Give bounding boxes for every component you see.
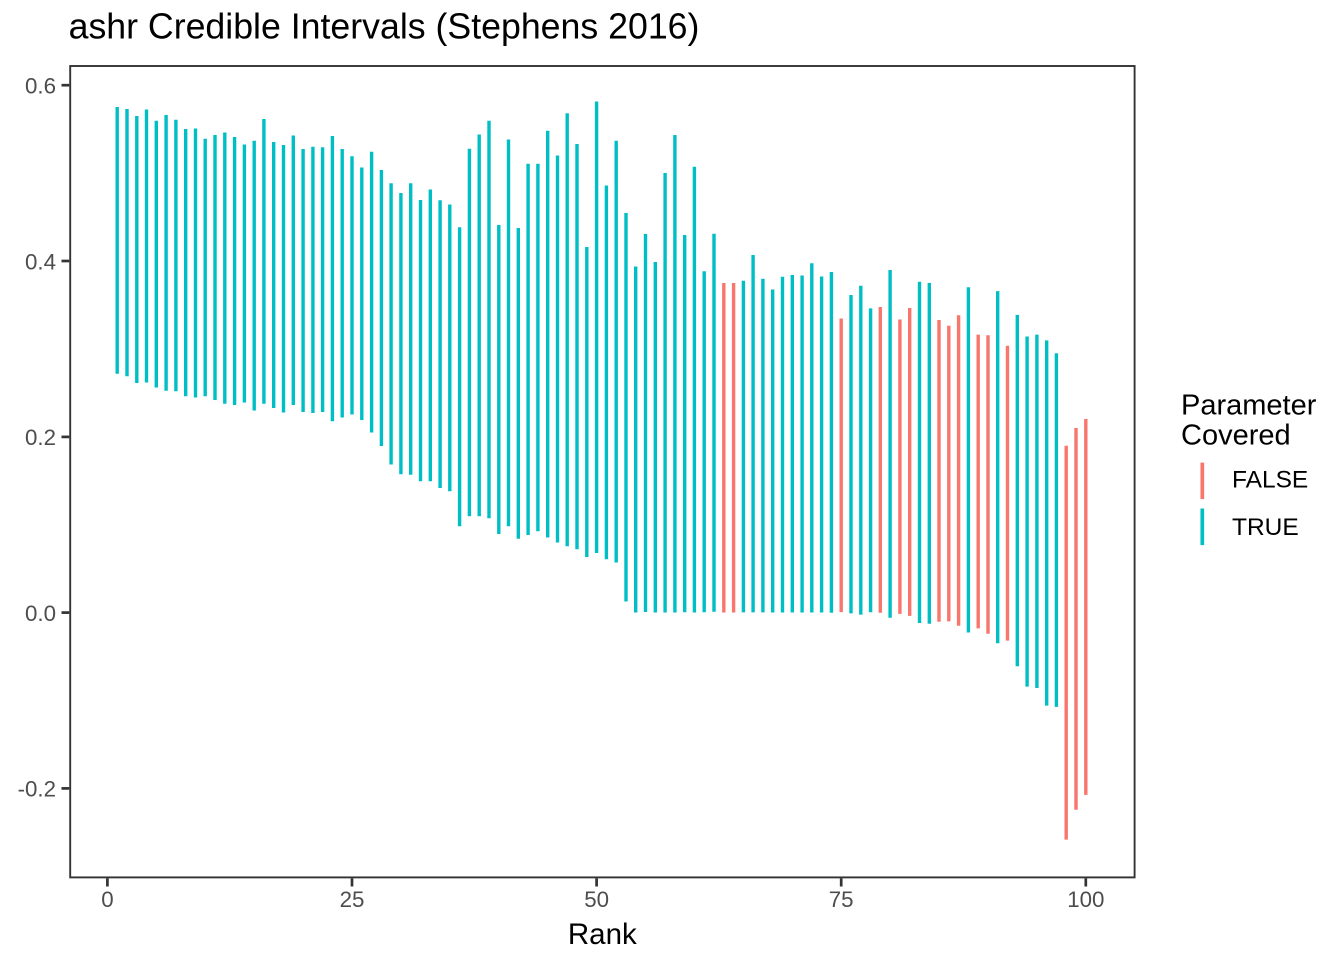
svg-text:0.2: 0.2 <box>25 425 56 450</box>
svg-text:Covered: Covered <box>1181 420 1291 452</box>
svg-text:25: 25 <box>340 887 365 912</box>
svg-text:TRUE: TRUE <box>1232 514 1299 541</box>
svg-text:0.0: 0.0 <box>25 601 56 626</box>
svg-text:75: 75 <box>829 887 854 912</box>
svg-text:Parameter: Parameter <box>1181 390 1317 422</box>
svg-text:0: 0 <box>101 887 113 912</box>
svg-text:-0.2: -0.2 <box>18 777 56 802</box>
svg-text:100: 100 <box>1067 887 1104 912</box>
svg-text:ashr Credible Intervals (Steph: ashr Credible Intervals (Stephens 2016) <box>69 7 700 47</box>
svg-text:50: 50 <box>584 887 609 912</box>
svg-text:0.6: 0.6 <box>25 74 56 99</box>
svg-text:FALSE: FALSE <box>1232 467 1308 494</box>
svg-text:Rank: Rank <box>568 918 637 951</box>
svg-text:0.4: 0.4 <box>25 249 56 274</box>
